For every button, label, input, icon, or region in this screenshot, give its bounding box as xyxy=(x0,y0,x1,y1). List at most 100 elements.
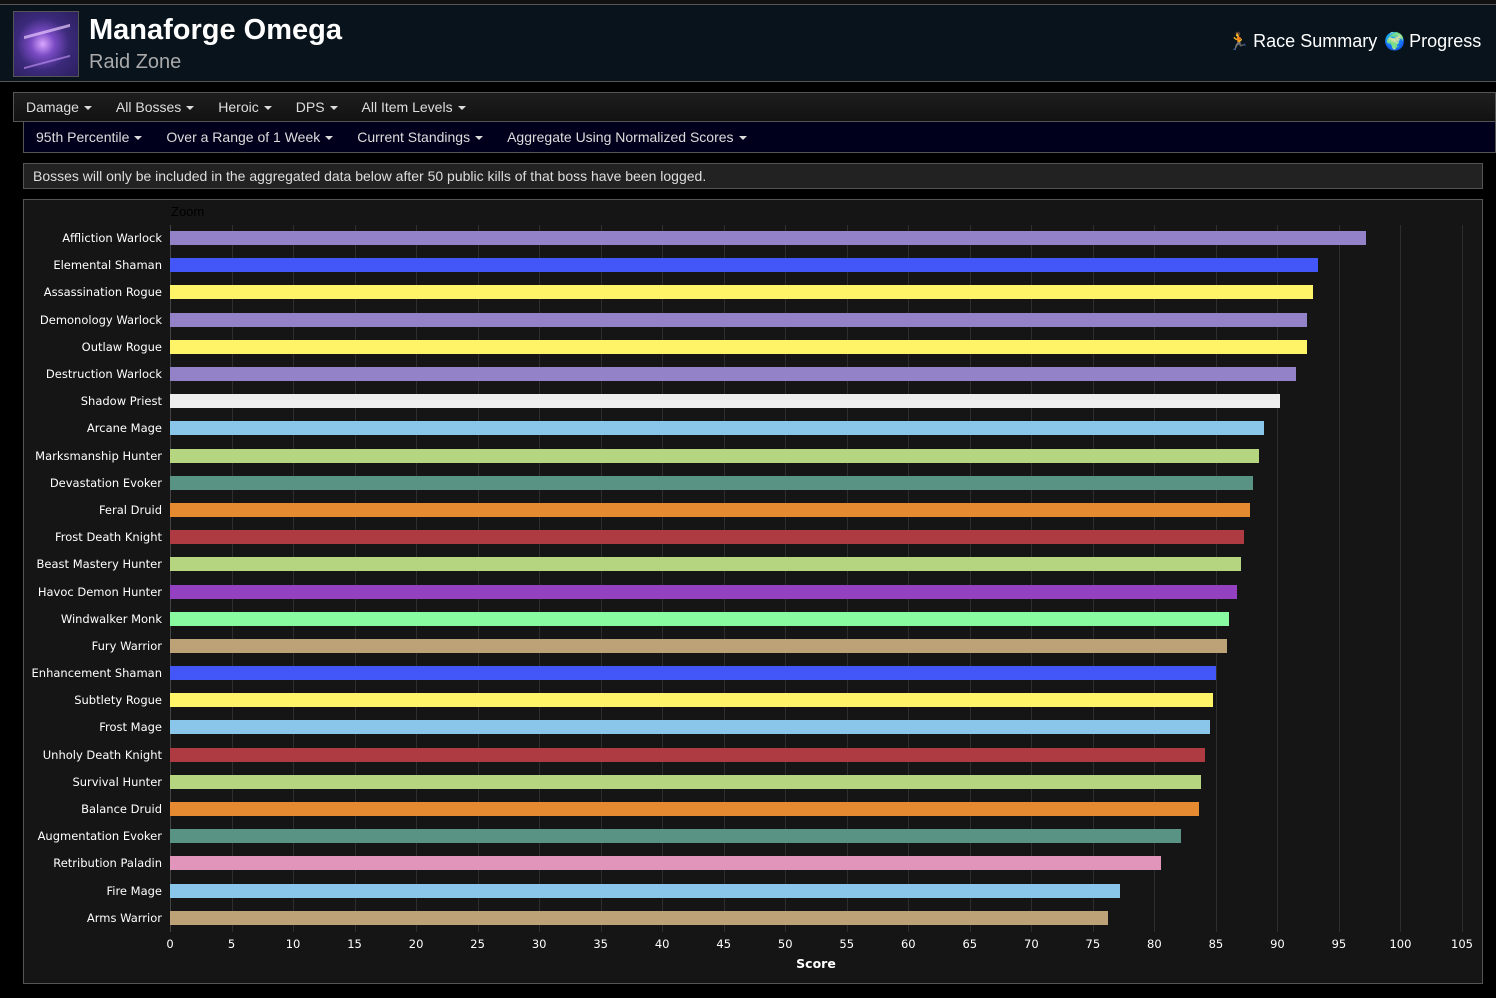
role-dropdown[interactable]: DPS xyxy=(296,99,338,115)
caret-down-icon xyxy=(134,136,143,141)
caret-down-icon xyxy=(263,106,272,111)
bar-row: Subtlety Rogue xyxy=(24,687,1462,714)
score-bar[interactable] xyxy=(170,394,1280,409)
bar-row: Affliction Warlock xyxy=(24,225,1462,252)
item-level-dropdown[interactable]: All Item Levels xyxy=(362,99,466,115)
bar-row: Augmentation Evoker xyxy=(24,823,1462,850)
score-bar[interactable] xyxy=(170,856,1161,871)
gridline xyxy=(846,225,848,932)
score-bar[interactable] xyxy=(170,584,1237,599)
category-label: Unholy Death Knight xyxy=(42,747,162,762)
standings-dropdown[interactable]: Current Standings xyxy=(357,129,484,145)
x-tick-label: 50 xyxy=(777,937,793,951)
score-bar[interactable] xyxy=(170,448,1259,463)
gridline xyxy=(908,225,910,932)
gridline xyxy=(1277,225,1279,932)
bar-row: Devastation Evoker xyxy=(24,470,1462,497)
caret-down-icon xyxy=(475,136,484,141)
bar-row: Beast Mastery Hunter xyxy=(24,551,1462,578)
gridline xyxy=(662,225,664,932)
x-tick-label: 30 xyxy=(531,937,547,951)
category-label: Augmentation Evoker xyxy=(37,829,162,844)
category-label: Windwalker Monk xyxy=(60,611,162,626)
globe-icon: 🌍 xyxy=(1384,31,1406,51)
metric-dropdown[interactable]: Damage xyxy=(26,99,92,115)
category-label: Subtlety Rogue xyxy=(74,693,162,708)
gridline xyxy=(1215,225,1217,932)
score-bar[interactable] xyxy=(170,530,1245,545)
boss-dropdown[interactable]: All Bosses xyxy=(116,99,195,115)
bar-row: Survival Hunter xyxy=(24,769,1462,796)
zone-header: Manaforge Omega Raid Zone 🏃 Race Summary… xyxy=(0,5,1496,82)
category-label: Devastation Evoker xyxy=(49,475,162,490)
score-bar[interactable] xyxy=(170,502,1251,517)
percentile-dropdown[interactable]: 95th Percentile xyxy=(36,129,143,145)
score-bar[interactable] xyxy=(170,910,1108,925)
progress-label: Progress xyxy=(1409,31,1482,51)
x-tick-label: 25 xyxy=(470,937,485,951)
running-figure-icon: 🏃 xyxy=(1228,31,1250,51)
gridline xyxy=(1092,225,1094,932)
score-bar[interactable] xyxy=(170,231,1367,245)
score-bar[interactable] xyxy=(170,883,1120,898)
score-bar[interactable] xyxy=(170,421,1264,436)
category-label: Elemental Shaman xyxy=(53,258,162,273)
category-label: Fire Mage xyxy=(106,883,162,898)
gridline xyxy=(785,225,787,932)
score-bar[interactable] xyxy=(170,829,1182,844)
progress-link[interactable]: 🌍 Progress xyxy=(1384,31,1481,52)
x-tick-label: 105 xyxy=(1451,937,1473,951)
score-bar[interactable] xyxy=(170,802,1199,817)
filter-bar-secondary: 95th Percentile Over a Range of 1 Week C… xyxy=(23,122,1496,153)
score-bar[interactable] xyxy=(170,774,1202,789)
page-title: Manaforge Omega xyxy=(89,14,342,46)
x-tick-label: 0 xyxy=(166,937,174,951)
caret-down-icon xyxy=(738,136,747,141)
score-bar[interactable] xyxy=(170,258,1319,273)
chart-container: Zoom 0 5 10 15 20 25 30 35 40 45 50 55 60 65 70 75 80 85 9… xyxy=(23,199,1483,984)
race-summary-link[interactable]: 🏃 Race Summary xyxy=(1228,31,1377,52)
score-bar[interactable] xyxy=(170,366,1296,381)
category-label: Feral Druid xyxy=(98,502,162,517)
category-label: Arms Warrior xyxy=(86,910,162,925)
score-bar[interactable] xyxy=(170,611,1230,626)
plot-area: 0 5 10 15 20 25 30 35 40 45 50 55 60 65 70 75 80 85 90 95 10… xyxy=(32,225,1473,971)
category-label: Survival Hunter xyxy=(72,774,162,789)
x-tick-label: 90 xyxy=(1270,937,1285,951)
score-bar[interactable] xyxy=(170,312,1307,327)
caret-down-icon xyxy=(325,136,334,141)
gridline xyxy=(354,225,356,932)
percentile-dropdown-label: 95th Percentile xyxy=(36,129,130,145)
gridline xyxy=(600,225,602,932)
bar-row: Shadow Priest xyxy=(24,388,1462,415)
metric-dropdown-label: Damage xyxy=(26,99,79,115)
score-bar[interactable] xyxy=(170,638,1227,653)
difficulty-dropdown[interactable]: Heroic xyxy=(218,99,272,115)
zoom-label[interactable]: Zoom xyxy=(171,204,205,219)
score-bar[interactable] xyxy=(170,339,1307,354)
bar-row: Outlaw Rogue xyxy=(24,334,1462,361)
score-bar[interactable] xyxy=(170,720,1210,735)
gridline xyxy=(477,225,479,932)
score-bar[interactable] xyxy=(170,557,1241,572)
top-strip xyxy=(0,0,1496,5)
score-bar[interactable] xyxy=(170,666,1216,681)
score-bar[interactable] xyxy=(170,693,1214,708)
score-bar[interactable] xyxy=(170,285,1314,300)
bar-row: Frost Mage xyxy=(24,714,1462,741)
x-tick-label: 80 xyxy=(1147,937,1162,951)
role-dropdown-label: DPS xyxy=(295,99,325,115)
score-bar[interactable] xyxy=(170,747,1205,762)
x-tick-label: 10 xyxy=(285,937,301,951)
aggregate-dropdown[interactable]: Aggregate Using Normalized Scores xyxy=(507,129,747,145)
race-summary-label: Race Summary xyxy=(1253,31,1378,51)
zone-icon xyxy=(13,11,79,77)
category-label: Retribution Paladin xyxy=(53,856,162,871)
gridline xyxy=(1400,225,1402,932)
time-range-dropdown[interactable]: Over a Range of 1 Week xyxy=(166,129,334,145)
score-bar[interactable] xyxy=(170,475,1253,490)
filter-bar-primary: Damage All Bosses Heroic DPS All Item Le… xyxy=(13,92,1496,122)
item-level-dropdown-label: All Item Levels xyxy=(361,99,453,115)
x-tick-label: 40 xyxy=(654,937,670,951)
x-tick-label: 85 xyxy=(1208,937,1224,951)
